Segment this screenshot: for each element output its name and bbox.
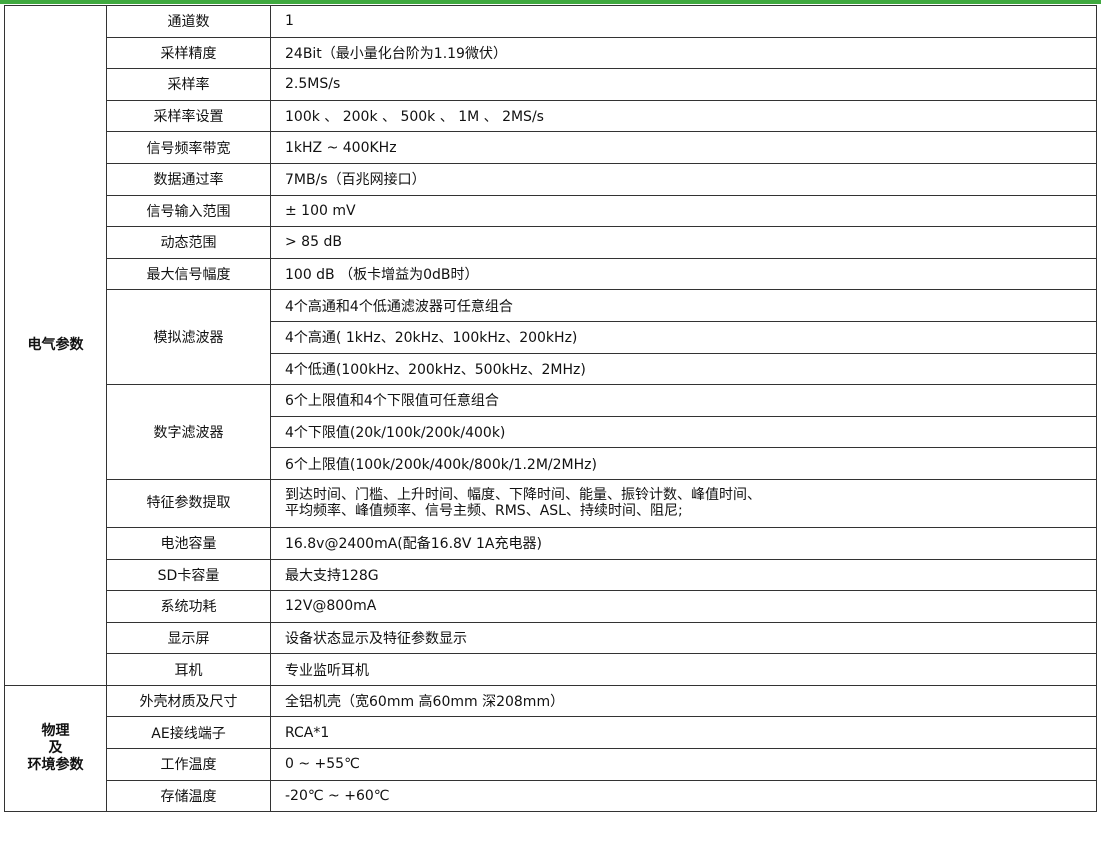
param-name: 数据通过率 xyxy=(106,162,271,196)
table-row: 6个上限值(100k/200k/400k/800k/1.2M/2MHz) xyxy=(5,447,1097,480)
table-row: 4个低通(100kHz、200kHz、500kHz、2MHz) xyxy=(5,352,1097,386)
param-name: 采样精度 xyxy=(106,36,271,70)
param-value: 12V@800mA xyxy=(270,590,1097,623)
param-name: 数字滤波器 xyxy=(106,384,271,480)
param-name: 信号频率带宽 xyxy=(106,131,271,164)
top-accent-bar xyxy=(0,0,1101,4)
param-value: 100 dB （板卡增益为0dB时） xyxy=(270,257,1097,291)
param-value: RCA*1 xyxy=(270,716,1097,750)
param-value: 100k 、 200k 、 500k 、 1M 、 2MS/s xyxy=(270,99,1097,133)
table-row: 模拟滤波器 4个高通和4个低通滤波器可任意组合 xyxy=(5,289,1097,386)
param-name: 模拟滤波器 xyxy=(106,289,271,386)
param-value: 24Bit（最小量化台阶为1.19微伏） xyxy=(270,36,1097,70)
param-value: 4个高通和4个低通滤波器可任意组合 xyxy=(270,289,1097,322)
param-value: -20℃ ~ +60℃ xyxy=(270,779,1097,813)
table-row: 显示屏 设备状态显示及特征参数显示 xyxy=(5,621,1097,655)
param-name: 通道数 xyxy=(106,5,271,38)
table-row: 存储温度 -20℃ ~ +60℃ xyxy=(5,779,1097,813)
table-row: 数字滤波器 6个上限值和4个下限值可任意组合 xyxy=(5,384,1097,480)
param-name: 特征参数提取 xyxy=(106,478,271,528)
param-value: ± 100 mV xyxy=(270,194,1097,228)
table-row: 4个高通( 1kHz、20kHz、100kHz、200kHz) xyxy=(5,320,1097,354)
param-value: 16.8v@2400mA(配备16.8V 1A充电器) xyxy=(270,526,1097,560)
param-value: 4个高通( 1kHz、20kHz、100kHz、200kHz) xyxy=(270,320,1097,354)
param-value: 最大支持128G xyxy=(270,558,1097,592)
param-name: 采样率 xyxy=(106,68,271,101)
table-row: 耳机 专业监听耳机 xyxy=(5,653,1097,686)
spec-table: 电气参数 通道数 1 采样精度 24Bit（最小量化台阶为1.19微伏） 采样率 2.5MS… xyxy=(4,5,1097,813)
table-row: 电气参数 通道数 1 xyxy=(4,5,1097,686)
table-row: 特征参数提取 到达时间、门槛、上升时间、幅度、下降时间、能量、振铃计数、峰值时间、… xyxy=(5,478,1097,528)
table-row: SD卡容量 最大支持128G xyxy=(5,558,1097,592)
table-row: 系统功耗 12V@800mA xyxy=(5,590,1097,623)
param-name: 显示屏 xyxy=(106,621,271,655)
param-value: 1 xyxy=(270,5,1097,38)
param-value: 专业监听耳机 xyxy=(270,653,1097,686)
table-row: 物理 及 环境参数 外壳材质及尺寸 全铝机壳（宽60mm 高60mm 深208mm） xyxy=(4,684,1097,813)
param-name: 系统功耗 xyxy=(106,590,271,623)
param-value: 到达时间、门槛、上升时间、幅度、下降时间、能量、振铃计数、峰值时间、 平均频率、峰… xyxy=(270,478,1097,528)
table-row: 信号输入范围 ± 100 mV xyxy=(5,194,1097,228)
table-row: 信号频率带宽 1kHZ ~ 400KHz xyxy=(5,131,1097,164)
param-value: 1kHZ ~ 400KHz xyxy=(270,131,1097,164)
param-name: SD卡容量 xyxy=(106,558,271,592)
param-value: 设备状态显示及特征参数显示 xyxy=(270,621,1097,655)
table-row: 采样率 2.5MS/s xyxy=(5,68,1097,101)
param-name: 最大信号幅度 xyxy=(106,257,271,291)
param-value: 6个上限值和4个下限值可任意组合 xyxy=(270,384,1097,417)
param-value: 0 ~ +55℃ xyxy=(270,748,1097,781)
param-name: 耳机 xyxy=(106,653,271,686)
param-name: 外壳材质及尺寸 xyxy=(106,684,271,718)
param-name: AE接线端子 xyxy=(106,716,271,750)
group-label: 电气参数 xyxy=(4,5,107,686)
param-value: 4个低通(100kHz、200kHz、500kHz、2MHz) xyxy=(270,352,1097,386)
param-value-line: 到达时间、门槛、上升时间、幅度、下降时间、能量、振铃计数、峰值时间、 xyxy=(285,487,761,504)
group-label: 物理 及 环境参数 xyxy=(4,684,107,813)
param-name: 信号输入范围 xyxy=(106,194,271,228)
param-value: 2.5MS/s xyxy=(270,68,1097,101)
param-name: 采样率设置 xyxy=(106,99,271,133)
table-row: 电池容量 16.8v@2400mA(配备16.8V 1A充电器) xyxy=(5,526,1097,560)
table-row: 工作温度 0 ~ +55℃ xyxy=(5,748,1097,781)
table-row: 最大信号幅度 100 dB （板卡增益为0dB时） xyxy=(5,257,1097,291)
table-row: 数据通过率 7MB/s（百兆网接口） xyxy=(5,162,1097,196)
param-value: 7MB/s（百兆网接口） xyxy=(270,162,1097,196)
table-row: AE接线端子 RCA*1 xyxy=(5,716,1097,750)
param-name: 工作温度 xyxy=(106,748,271,781)
param-value: 4个下限值(20k/100k/200k/400k) xyxy=(270,415,1097,449)
param-value-line: 平均频率、峰值频率、信号主频、RMS、ASL、持续时间、阻尼; xyxy=(285,503,683,520)
param-name: 存储温度 xyxy=(106,779,271,813)
table-row: 动态范围 > 85 dB xyxy=(5,226,1097,259)
param-name: 电池容量 xyxy=(106,526,271,560)
table-row: 采样率设置 100k 、 200k 、 500k 、 1M 、 2MS/s xyxy=(5,99,1097,133)
param-value: 全铝机壳（宽60mm 高60mm 深208mm） xyxy=(270,684,1097,718)
param-name: 动态范围 xyxy=(106,226,271,259)
param-value: 6个上限值(100k/200k/400k/800k/1.2M/2MHz) xyxy=(270,447,1097,480)
table-row: 采样精度 24Bit（最小量化台阶为1.19微伏） xyxy=(5,36,1097,70)
param-value: > 85 dB xyxy=(270,226,1097,259)
